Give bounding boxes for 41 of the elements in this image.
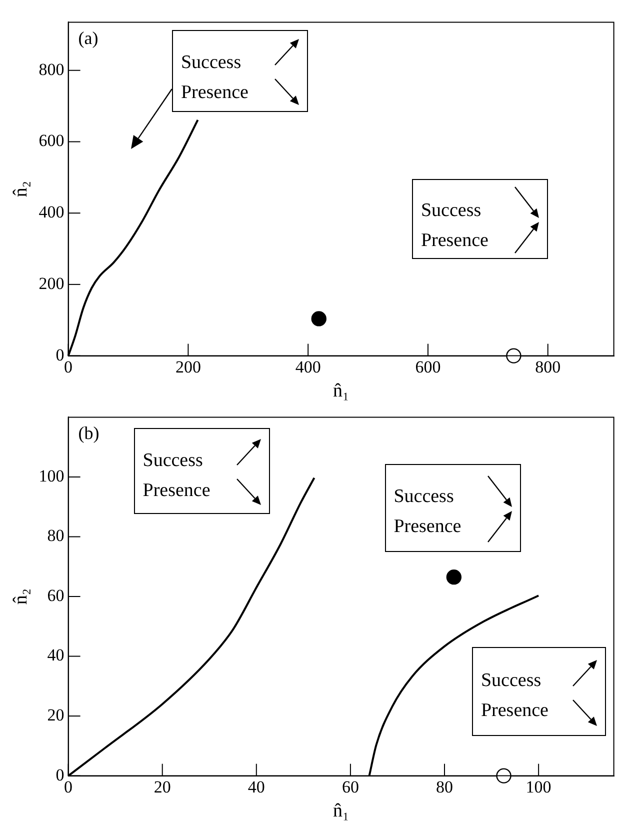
x-tick-label: 200	[175, 357, 201, 376]
note-box: Success Presence	[384, 464, 522, 552]
note-box: Success Presence	[472, 646, 606, 736]
y-tick-label: 800	[38, 60, 64, 79]
x-axis-title: n̂₁	[332, 380, 350, 402]
x-tick-label: 80	[436, 777, 454, 796]
note-box: Success Presence	[412, 178, 548, 260]
y-tick-label: 60	[47, 586, 64, 605]
y-tick-label: 200	[38, 274, 64, 293]
note-box: Success Presence	[134, 428, 270, 514]
y-tick-label: 100	[38, 466, 64, 486]
annotation: Presence	[420, 228, 488, 253]
annotation: Success	[142, 449, 204, 474]
x-tick-label: 600	[415, 357, 441, 376]
y-axis-title: n̂₂	[10, 180, 32, 198]
annotation: Presence	[480, 698, 548, 723]
annotation: (b)	[78, 423, 100, 444]
y-tick-label: 600	[38, 131, 64, 150]
x-tick-label: 40	[248, 777, 265, 796]
x-tick-label: 400	[295, 357, 321, 376]
y-tick-label: 20	[47, 706, 64, 724]
annotation: Success	[180, 50, 242, 75]
annotation: Success	[480, 668, 542, 693]
y-tick-label: 400	[38, 202, 64, 222]
y-tick-label: 0	[56, 345, 64, 364]
y-tick-label: 0	[56, 765, 64, 784]
x-tick-label: 60	[342, 777, 359, 796]
y-tick-label: 40	[47, 646, 64, 665]
annotation: Success	[420, 198, 482, 223]
note-box: Success Presence	[172, 30, 308, 112]
annotation: (a)	[78, 28, 98, 50]
annotation: Presence	[142, 479, 210, 504]
annotation: Presence	[394, 515, 462, 540]
x-axis-title: n̂₁	[332, 800, 350, 822]
x-tick-label: 800	[535, 357, 561, 376]
x-tick-label: 20	[154, 777, 171, 796]
y-axis-title: n̂₂	[10, 588, 32, 605]
annotation: Presence	[180, 80, 248, 105]
y-tick-label: 80	[47, 526, 64, 546]
x-tick-label: 100	[526, 777, 552, 796]
annotation: Success	[394, 485, 455, 510]
